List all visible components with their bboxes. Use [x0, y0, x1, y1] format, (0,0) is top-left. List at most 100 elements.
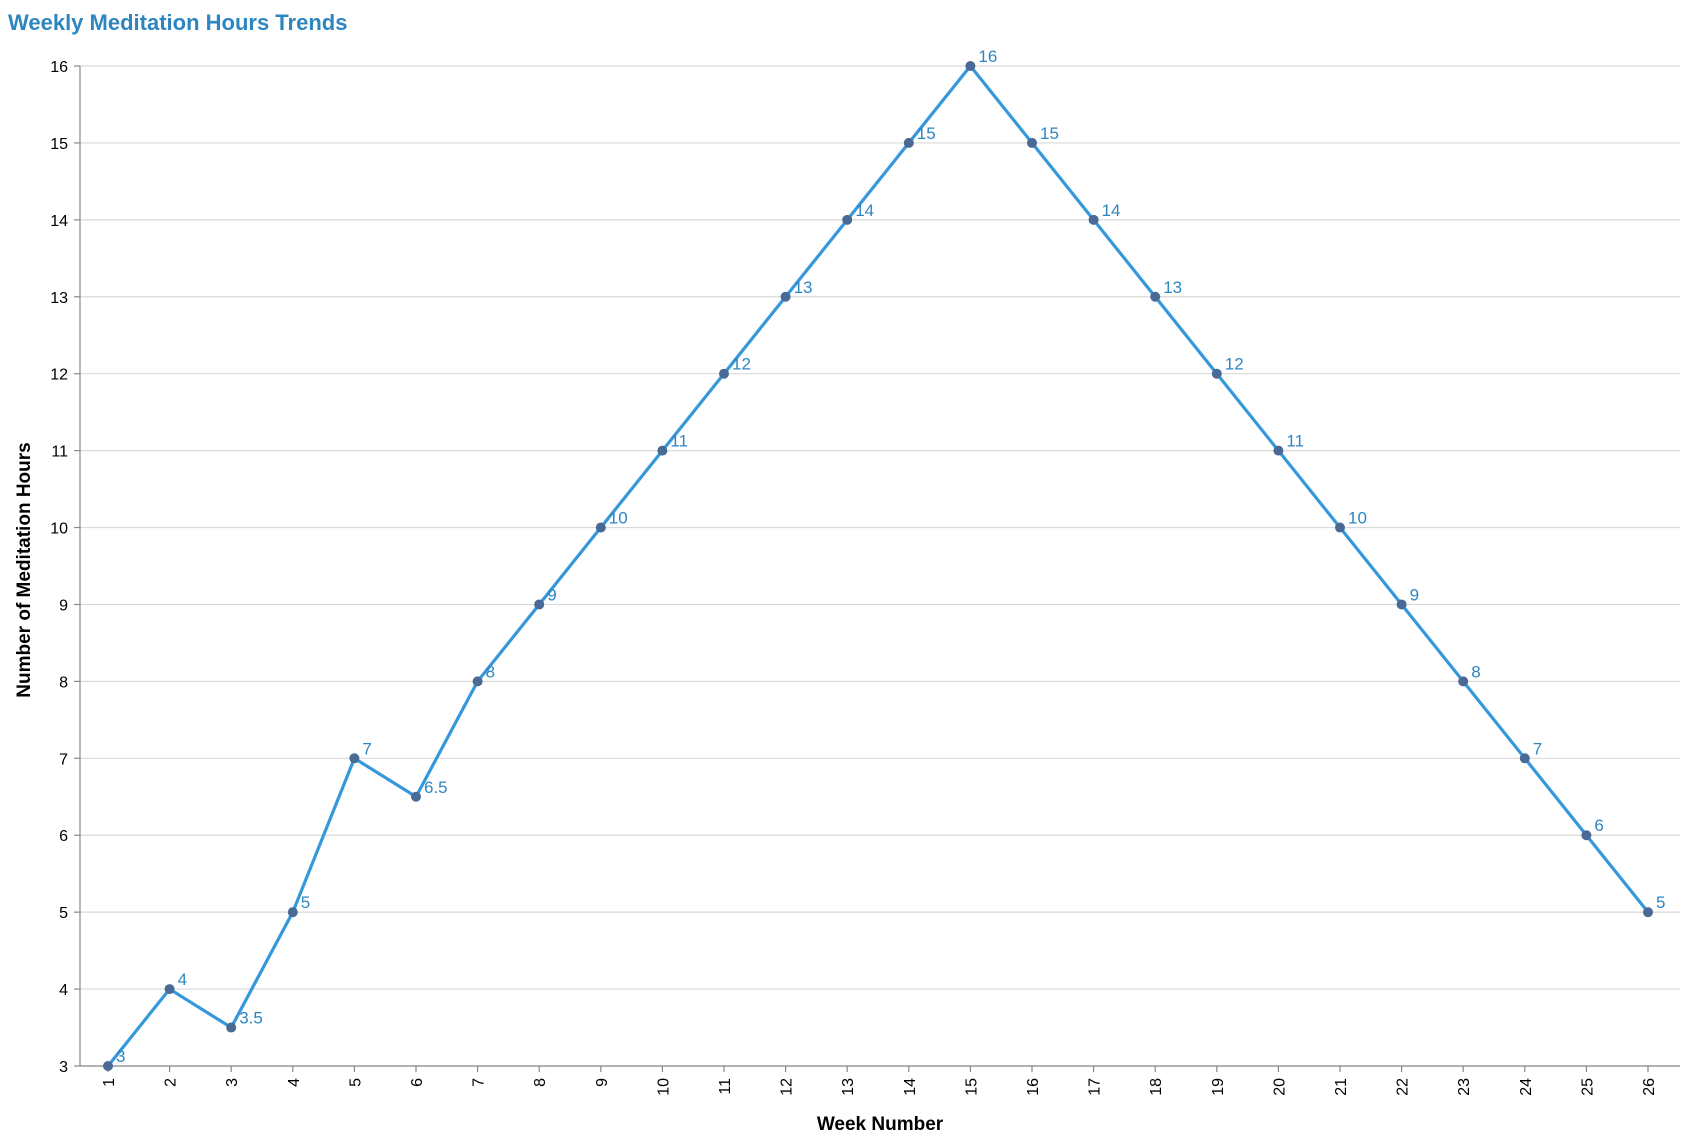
data-label: 6.5	[424, 778, 448, 797]
data-point	[1150, 291, 1161, 302]
data-label: 14	[1102, 201, 1121, 220]
x-tick-label: 25	[1579, 1078, 1596, 1096]
data-label: 14	[855, 201, 874, 220]
data-label: 15	[917, 124, 936, 143]
x-tick-label: 6	[409, 1078, 426, 1087]
data-point	[287, 907, 298, 918]
data-point	[780, 291, 791, 302]
data-point	[1581, 830, 1592, 841]
y-tick-label: 13	[50, 290, 68, 307]
y-tick-label: 15	[50, 136, 68, 153]
y-tick-label: 16	[50, 59, 68, 76]
x-tick-label: 23	[1456, 1078, 1473, 1096]
data-point	[657, 445, 668, 456]
data-label: 13	[794, 278, 813, 297]
x-tick-label: 26	[1641, 1078, 1658, 1096]
data-label: 13	[1163, 278, 1182, 297]
data-label: 3.5	[239, 1009, 263, 1028]
data-point	[1643, 907, 1653, 918]
data-label: 4	[178, 970, 187, 989]
data-point	[1396, 599, 1407, 610]
x-tick-label: 19	[1210, 1078, 1227, 1096]
data-label: 10	[1348, 509, 1367, 528]
data-point	[903, 137, 914, 148]
data-point	[1088, 214, 1099, 225]
grid	[80, 65, 1680, 1067]
y-tick-label: 11	[51, 444, 68, 461]
data-label: 8	[486, 662, 495, 681]
data-point	[719, 368, 729, 379]
data-point	[965, 61, 976, 71]
data-point	[1273, 445, 1284, 456]
data-label: 11	[670, 432, 688, 451]
y-tick-label: 5	[59, 905, 68, 922]
x-tick-label: 20	[1271, 1078, 1288, 1096]
data-label: 7	[362, 739, 371, 758]
data-label: 9	[547, 585, 556, 604]
y-axis-title: Number of Meditation Hours	[14, 442, 35, 697]
y-tick-label: 9	[59, 597, 68, 614]
x-tick-label: 2	[163, 1078, 180, 1087]
data-point	[411, 791, 421, 802]
x-tick-label: 14	[902, 1078, 919, 1096]
data-labels: 3 4 3.5 5 7 6.5 8 9 10 11 12 13 14 15 16 15 14 13 12 11 10 9 8…	[116, 47, 1665, 1066]
x-tick-label: 21	[1333, 1078, 1350, 1096]
y-tick-label: 6	[59, 828, 68, 845]
x-tick-label: 11	[717, 1078, 734, 1095]
series	[103, 61, 1653, 1071]
y-tick-label: 12	[50, 367, 68, 384]
x-tick-label: 3	[224, 1078, 241, 1087]
x-tick-label: 22	[1395, 1078, 1412, 1096]
data-label: 16	[978, 47, 997, 66]
data-point	[1458, 676, 1469, 687]
x-tick-label: 8	[532, 1078, 549, 1087]
x-axis-title: Week Number	[817, 1114, 944, 1135]
data-point	[1211, 368, 1222, 379]
x-tick-label: 18	[1148, 1078, 1165, 1096]
data-point	[534, 599, 545, 610]
x-tick-label: 13	[840, 1078, 857, 1096]
data-label: 9	[1410, 585, 1419, 604]
x-tick-label: 17	[1087, 1078, 1104, 1096]
data-label: 6	[1594, 816, 1603, 835]
data-point	[164, 984, 175, 995]
data-point	[595, 522, 606, 533]
y-tick-label: 8	[59, 674, 68, 691]
y-tick-label: 14	[50, 213, 68, 230]
data-label: 5	[1656, 893, 1665, 912]
x-tick-label: 16	[1025, 1078, 1042, 1096]
x-tick-label: 5	[347, 1078, 364, 1087]
data-label: 5	[301, 893, 310, 912]
x-tick-label: 24	[1518, 1078, 1535, 1096]
y-tick-label: 10	[50, 521, 68, 538]
data-point	[1519, 753, 1530, 764]
x-tick-label: 9	[594, 1078, 611, 1087]
data-label: 7	[1533, 739, 1542, 758]
chart-title: Weekly Meditation Hours Trends	[8, 10, 347, 35]
y-tick-label: 3	[59, 1059, 68, 1076]
data-label: 8	[1471, 662, 1480, 681]
data-label: 11	[1286, 432, 1304, 451]
data-label: 12	[732, 355, 751, 374]
x-tick-label: 7	[471, 1078, 488, 1087]
data-point	[1335, 522, 1345, 533]
data-point	[1027, 137, 1037, 148]
y-tick-label: 7	[59, 751, 68, 768]
data-point	[842, 214, 853, 225]
data-label: 12	[1225, 355, 1244, 374]
x-tick-label: 10	[655, 1078, 672, 1096]
data-label: 3	[116, 1047, 125, 1066]
data-point	[472, 676, 483, 687]
series-line	[106, 64, 1650, 1068]
x-tick-label: 1	[101, 1078, 118, 1087]
data-point	[226, 1022, 237, 1033]
data-label: 15	[1040, 124, 1059, 143]
x-tick-label: 4	[286, 1078, 303, 1087]
y-tick-label: 4	[59, 982, 68, 999]
data-point	[349, 753, 360, 764]
data-label: 10	[609, 509, 628, 528]
x-tick-label: 15	[963, 1078, 980, 1096]
